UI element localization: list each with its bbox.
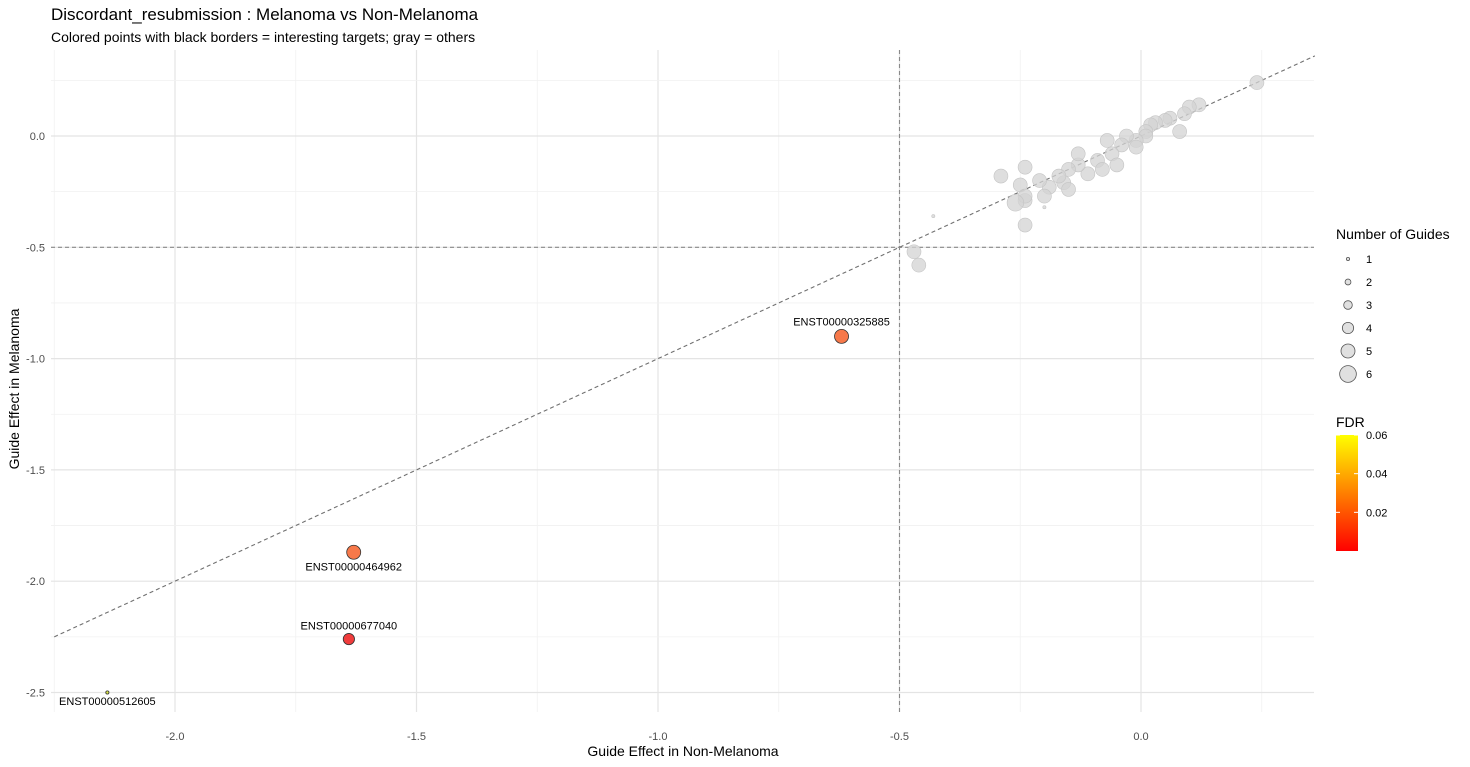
size-legend-title: Number of Guides xyxy=(1336,226,1450,242)
point-label: ENST00000677040 xyxy=(301,620,398,632)
other-point xyxy=(1017,159,1033,175)
other-point xyxy=(1032,173,1047,188)
colorbar-tick-label: 0.04 xyxy=(1366,469,1387,481)
diagonal-reference-line xyxy=(54,55,1316,638)
x-tick-label: -1.5 xyxy=(407,731,426,743)
point-label: ENST00000325885 xyxy=(793,316,890,328)
x-tick-label: -1.0 xyxy=(649,731,668,743)
x-axis-label: Guide Effect in Non-Melanoma xyxy=(587,743,779,759)
other-point xyxy=(1017,217,1033,233)
other-point xyxy=(911,257,927,273)
size-legend-key xyxy=(1339,365,1357,383)
color-legend-title: FDR xyxy=(1336,414,1365,430)
size-legend-key xyxy=(1340,343,1356,359)
highlighted-point xyxy=(834,328,849,344)
other-point xyxy=(1037,188,1052,204)
x-tick-label: 0.0 xyxy=(1133,731,1148,743)
reference-lines xyxy=(51,50,1316,712)
other-point xyxy=(1051,168,1067,184)
x-tick-label: -2.0 xyxy=(166,731,185,743)
highlighted-point xyxy=(342,633,355,646)
other-point xyxy=(1249,75,1265,90)
y-tick-label: -2.0 xyxy=(26,576,45,588)
size-legend-label: 3 xyxy=(1366,300,1372,312)
y-tick-label: -1.5 xyxy=(26,465,45,477)
other-point xyxy=(1114,137,1129,153)
other-point xyxy=(1095,162,1110,177)
size-legend-key xyxy=(1344,278,1352,286)
other-point xyxy=(1080,166,1096,182)
point-label: ENST00000464962 xyxy=(305,561,402,573)
other-point xyxy=(906,244,922,260)
other-point xyxy=(1042,205,1047,210)
y-tick-label: -2.5 xyxy=(26,688,45,700)
y-tick-label: -0.5 xyxy=(26,242,45,254)
colorbar-tick-label: 0.06 xyxy=(1366,430,1387,442)
point-label: ENST00000512605 xyxy=(59,696,156,708)
x-tick-label: -0.5 xyxy=(890,731,909,743)
fdr-colorbar xyxy=(1336,435,1358,551)
other-point xyxy=(1177,106,1192,122)
axis-tick-labels: -2.0 -1.5 -1.0 -0.5 0.0 0.0 -0.5 -1.0 -1.5 -2.0 -2… xyxy=(26,131,1149,743)
other-point xyxy=(1172,124,1187,139)
size-legend-key xyxy=(1343,300,1353,310)
other-point xyxy=(1061,182,1076,197)
other-point xyxy=(1070,146,1086,162)
highlighted-point xyxy=(346,544,362,560)
other-point xyxy=(1109,157,1125,173)
highlighted-point xyxy=(105,690,110,695)
size-legend-label: 4 xyxy=(1366,323,1372,335)
y-tick-label: 0.0 xyxy=(30,131,45,143)
other-point xyxy=(1128,139,1144,155)
other-point xyxy=(931,214,936,219)
other-point xyxy=(1099,133,1115,148)
chart-title: Discordant_resubmission : Melanoma vs No… xyxy=(51,5,479,24)
other-points xyxy=(906,75,1265,273)
highlighted-points: ENST00000325885 ENST00000464962 ENST000006… xyxy=(59,316,890,708)
legends: 1 2 3 4 5 6 0.02 0.04 0.06 xyxy=(1336,254,1387,551)
colorbar-tick-label: 0.02 xyxy=(1366,507,1387,519)
size-legend-label: 1 xyxy=(1366,254,1372,266)
other-point xyxy=(993,168,1009,184)
size-legend-label: 5 xyxy=(1366,346,1372,358)
size-legend-key xyxy=(1341,321,1355,335)
y-tick-label: -1.0 xyxy=(26,354,45,366)
size-legend-label: 6 xyxy=(1366,369,1372,381)
size-legend-label: 2 xyxy=(1366,277,1372,289)
other-point xyxy=(1006,194,1025,212)
chart-subtitle: Colored points with black borders = inte… xyxy=(51,29,476,45)
y-axis-label: Guide Effect in Melanoma xyxy=(6,308,22,470)
size-legend-key xyxy=(1346,256,1351,261)
